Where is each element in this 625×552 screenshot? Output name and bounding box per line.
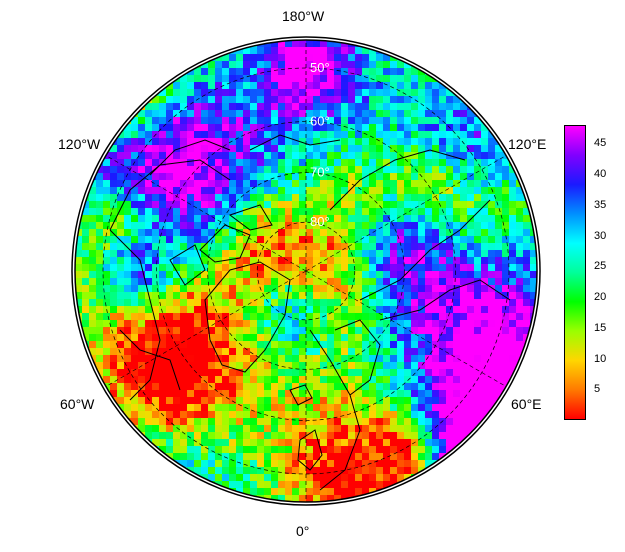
coastline bbox=[228, 204, 273, 231]
latitude-circle bbox=[256, 221, 356, 321]
lon-label-180w: 180°W bbox=[282, 8, 325, 24]
lon-label-0: 0° bbox=[296, 523, 310, 539]
colorbar-tick-label: 25 bbox=[594, 260, 607, 273]
latitude-circle bbox=[102, 67, 510, 475]
colorbar-tick-label: 35 bbox=[594, 198, 607, 211]
meridian-line bbox=[105, 155, 307, 272]
colorbar-tick-label: 20 bbox=[594, 291, 607, 304]
latitude-label: 60° bbox=[310, 114, 330, 129]
coastline bbox=[149, 139, 231, 176]
lon-label-60e: 60°E bbox=[511, 396, 542, 412]
colorbar-tick-label: 5 bbox=[594, 383, 601, 396]
colorbar-tick-label: 40 bbox=[594, 168, 607, 181]
lon-label-60w: 60°W bbox=[60, 396, 95, 412]
map-border-outer bbox=[71, 36, 541, 506]
coastline bbox=[297, 429, 323, 471]
meridian-line bbox=[105, 270, 307, 387]
coastline bbox=[109, 229, 161, 401]
coastline bbox=[204, 261, 291, 373]
coastline bbox=[379, 279, 511, 321]
graticule bbox=[102, 40, 510, 502]
coastline bbox=[249, 134, 341, 151]
latitude-label: 80° bbox=[310, 214, 330, 229]
coastline bbox=[199, 224, 251, 263]
coastline bbox=[309, 329, 361, 491]
colorbar-tick-label: 45 bbox=[594, 137, 607, 150]
latitude-label: 70° bbox=[310, 165, 330, 180]
colorbar bbox=[564, 125, 586, 420]
lon-label-120w: 120°W bbox=[58, 136, 101, 152]
coastline bbox=[169, 244, 206, 286]
coastline bbox=[329, 149, 466, 211]
lon-label-120e: 120°E bbox=[508, 136, 547, 152]
coastline bbox=[289, 384, 313, 406]
latitude-labels: 50° 60° 70° 80° bbox=[310, 60, 330, 229]
coastlines bbox=[109, 134, 511, 491]
meridian-line bbox=[305, 270, 507, 387]
colorbar-tick-label: 15 bbox=[594, 321, 607, 334]
map-border-inner bbox=[74, 39, 538, 503]
colorbar-tick-label: 30 bbox=[594, 229, 607, 242]
meridian-line bbox=[305, 155, 507, 272]
coastline bbox=[359, 199, 491, 301]
latitude-label: 50° bbox=[310, 60, 330, 75]
colorbar-tick-label: 10 bbox=[594, 352, 607, 365]
coastline bbox=[119, 329, 181, 391]
coastline bbox=[334, 319, 381, 396]
